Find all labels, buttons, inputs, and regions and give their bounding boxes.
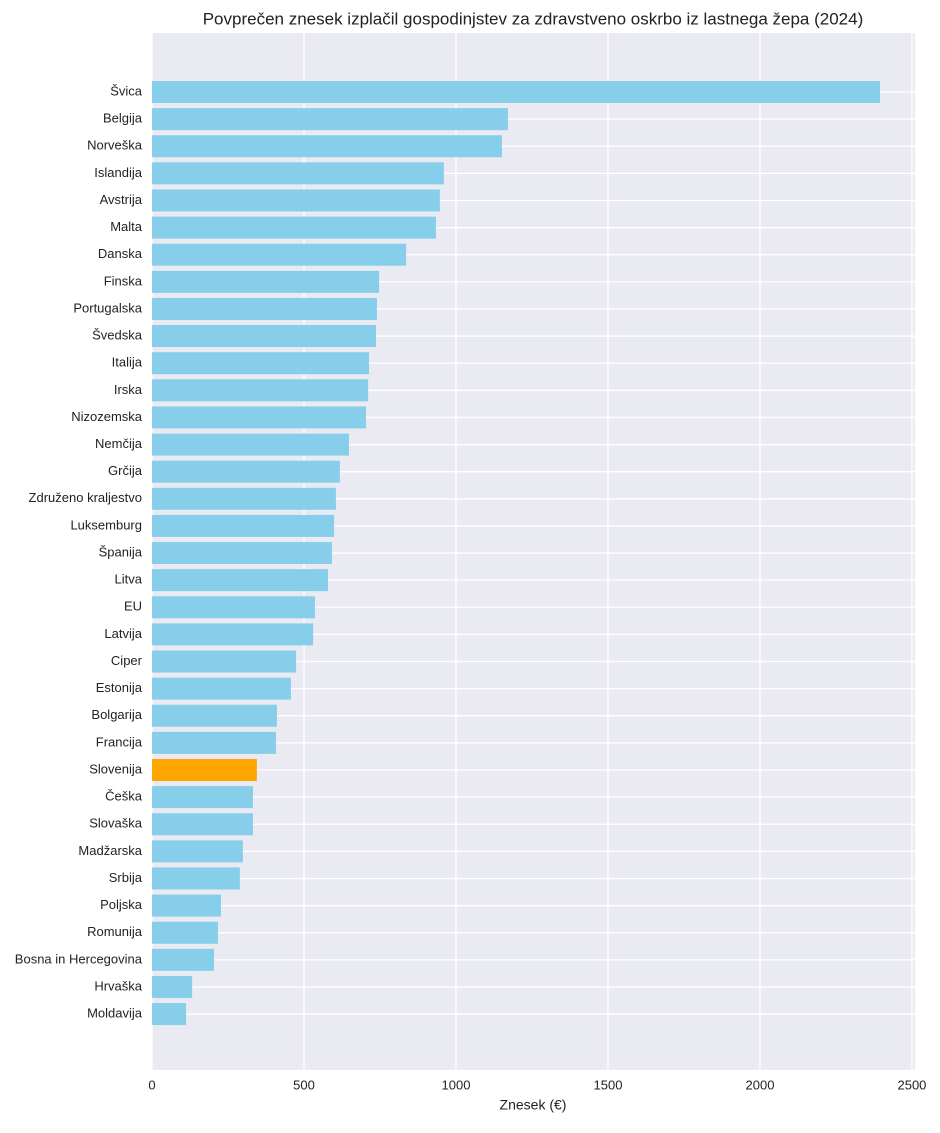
y-tick-label: Danska [98,246,143,261]
y-tick-label: Slovenija [89,761,143,776]
x-axis-label: Znesek (€) [500,1097,567,1113]
bar [152,243,407,266]
y-tick-label: Romunija [87,924,143,939]
y-tick-label: Belgija [103,111,143,126]
bar [152,270,380,293]
bar [152,135,502,158]
bar [152,650,297,673]
bar [152,704,277,727]
y-tick-label: Malta [110,219,143,234]
y-tick-label: Luksemburg [70,517,142,532]
y-tick-label: Češka [105,789,143,804]
bar [152,433,349,456]
chart-title: Povprečen znesek izplačil gospodinjstev … [203,9,864,28]
bar [152,731,277,754]
bar [152,108,508,131]
bar [152,216,436,239]
bar [152,162,444,185]
y-tick-label: Bolgarija [91,707,142,722]
bar [152,514,335,537]
bar [152,406,367,429]
y-tick-label: Nemčija [95,436,143,451]
bar [152,325,377,348]
x-tick-label: 2500 [897,1077,926,1092]
bar [152,975,193,998]
y-tick-label: Grčija [108,463,143,478]
bar [152,921,218,944]
bar [152,894,222,917]
y-tick-label: Nizozemska [71,409,143,424]
bar [152,542,332,565]
bar [152,840,243,863]
bar [152,352,370,375]
y-tick-label: Litva [115,572,143,587]
bar [152,189,440,212]
y-tick-label: Slovaška [89,816,143,831]
y-tick-label: Švica [110,83,143,98]
y-tick-label: EU [124,599,142,614]
x-tick-label: 1500 [594,1077,623,1092]
y-tick-label: Francija [96,734,143,749]
y-tick-label: Avstrija [100,192,143,207]
x-tick-label: 2000 [746,1077,775,1092]
x-tick-label: 1000 [442,1077,471,1092]
y-tick-label: Irska [114,382,143,397]
bar [152,867,240,890]
y-tick-label: Švedska [92,328,143,343]
bar [152,813,253,836]
bar [152,569,329,592]
bar [152,677,291,700]
bar [152,460,340,483]
y-tick-label: Srbija [109,870,143,885]
y-tick-label: Poljska [100,897,143,912]
y-tick-label: Združeno kraljestvo [29,490,142,505]
bar [152,596,315,619]
bar [152,297,377,320]
y-tick-label: Estonija [96,680,143,695]
y-tick-label: Latvija [104,626,142,641]
x-tick-label: 0 [148,1077,155,1092]
y-tick-label: Italija [112,355,143,370]
bar [152,759,257,781]
y-tick-label: Islandija [94,165,142,180]
y-tick-label: Ciper [111,653,143,668]
y-tick-label: Norveška [87,138,143,153]
bar [152,1003,187,1026]
y-tick-label: Finska [104,273,143,288]
y-tick-label: Portugalska [73,300,142,315]
y-tick-label: Bosna in Hercegovina [15,951,143,966]
bar [152,379,369,402]
y-tick-label: Hrvaška [94,978,142,993]
y-tick-label: Španija [99,544,143,559]
bar [152,786,253,809]
y-tick-label: Madžarska [78,843,142,858]
bar [152,948,215,971]
bar [152,623,314,646]
bar [152,81,881,103]
x-tick-label: 500 [293,1077,315,1092]
y-tick-label: Moldavija [87,1006,143,1021]
bar [152,487,336,510]
